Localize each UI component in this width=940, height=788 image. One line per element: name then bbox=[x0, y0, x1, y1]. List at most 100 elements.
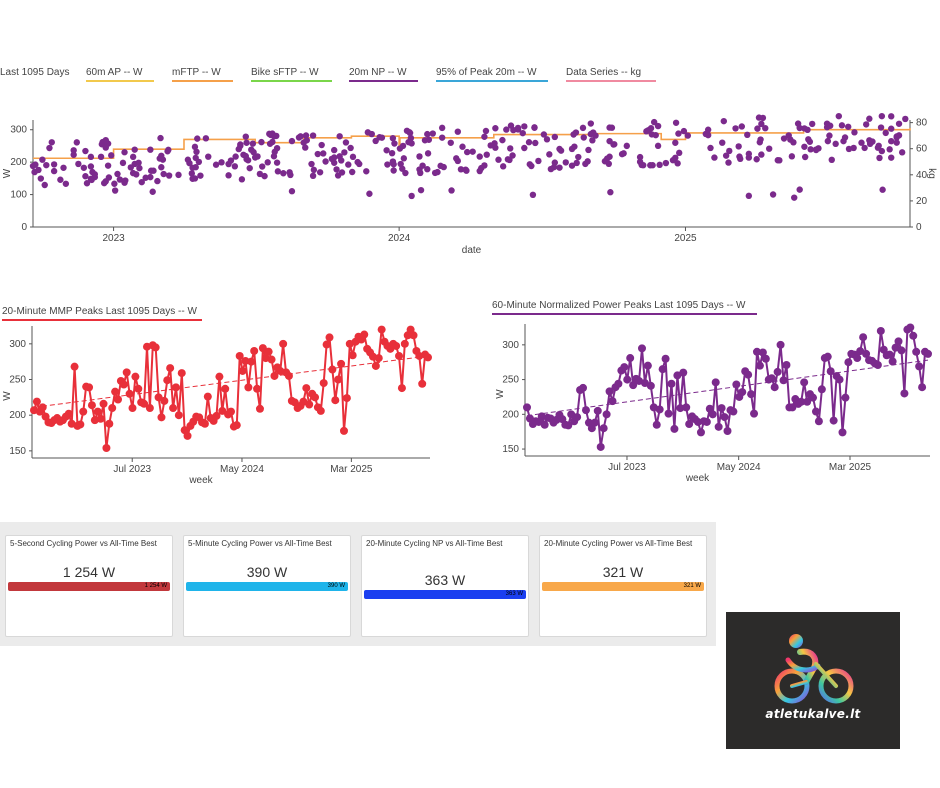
np-point bbox=[551, 133, 559, 141]
legend-label: 60m AP -- W bbox=[86, 67, 143, 78]
y-tick-label: 300 bbox=[10, 125, 27, 136]
np-point bbox=[888, 125, 895, 132]
data-point bbox=[93, 407, 102, 416]
data-point bbox=[711, 378, 720, 387]
np-point bbox=[672, 119, 680, 126]
np-point bbox=[397, 160, 404, 168]
data-point bbox=[374, 354, 383, 363]
np-point bbox=[270, 153, 278, 160]
tile-20m-power[interactable]: 20-Minute Cycling Power vs All-Time Best… bbox=[539, 535, 707, 637]
tile-5m-power[interactable]: 5-Minute Cycling Power vs All-Time Best … bbox=[183, 535, 351, 637]
y2-tick-label: 80 bbox=[916, 118, 928, 129]
np-point bbox=[774, 157, 781, 164]
np-point bbox=[604, 155, 611, 162]
y-axis-label: W bbox=[2, 391, 13, 401]
np-point bbox=[390, 167, 397, 174]
np-point bbox=[503, 126, 510, 133]
data-point bbox=[817, 385, 826, 394]
np-point bbox=[589, 137, 596, 144]
data-point bbox=[599, 424, 608, 433]
np-point bbox=[87, 163, 95, 170]
np-point bbox=[895, 120, 903, 127]
np-point bbox=[333, 166, 340, 173]
tile-value: 390 W bbox=[246, 564, 288, 580]
data-point bbox=[608, 397, 617, 406]
data-point bbox=[339, 426, 348, 435]
np-chart-title: 60-Minute Normalized Power Peaks Last 10… bbox=[492, 300, 757, 315]
np-point bbox=[70, 147, 77, 154]
np-point bbox=[504, 156, 512, 163]
data-point bbox=[876, 326, 885, 335]
data-point bbox=[732, 380, 741, 389]
np-point bbox=[754, 125, 761, 132]
data-point bbox=[773, 367, 782, 376]
np-point bbox=[879, 186, 886, 193]
np-point bbox=[111, 187, 119, 194]
np-point bbox=[519, 129, 526, 137]
np-point bbox=[547, 165, 555, 173]
data-point bbox=[200, 419, 209, 428]
data-point bbox=[400, 339, 409, 348]
data-point bbox=[873, 360, 882, 369]
data-point bbox=[714, 422, 723, 431]
np-point bbox=[89, 168, 96, 176]
np-point bbox=[878, 147, 886, 155]
np-point bbox=[142, 174, 149, 181]
legend-item[interactable]: Data Series -- kg bbox=[566, 67, 656, 83]
data-point bbox=[397, 384, 406, 393]
np-point bbox=[556, 164, 563, 171]
np-point bbox=[407, 134, 415, 142]
np-point bbox=[249, 140, 257, 147]
np-point bbox=[366, 190, 373, 197]
data-point bbox=[96, 414, 105, 423]
np-point bbox=[399, 142, 407, 150]
legend-item[interactable]: mFTP -- W bbox=[172, 67, 233, 83]
np-point bbox=[73, 139, 81, 146]
tile-20m-np[interactable]: 20-Minute Cycling NP vs All-Time Best 36… bbox=[361, 535, 529, 637]
np-point bbox=[882, 129, 889, 137]
y-tick-label: 250 bbox=[9, 375, 26, 386]
np-point bbox=[794, 120, 802, 127]
np-point bbox=[457, 166, 465, 173]
data-point bbox=[227, 407, 235, 416]
np-point bbox=[469, 148, 476, 155]
tile-value: 1 254 W bbox=[62, 564, 116, 580]
legend-item[interactable]: 20m NP -- W bbox=[349, 67, 418, 83]
data-point bbox=[776, 340, 785, 349]
np-point bbox=[147, 167, 155, 174]
np-point bbox=[175, 171, 182, 179]
np-point bbox=[841, 134, 849, 141]
np-point bbox=[796, 186, 803, 193]
data-point bbox=[418, 379, 427, 388]
np-point bbox=[60, 164, 67, 171]
data-point bbox=[605, 387, 614, 396]
data-point bbox=[328, 365, 337, 374]
data-point bbox=[620, 363, 629, 372]
np-point bbox=[70, 151, 77, 158]
np-point bbox=[525, 139, 533, 146]
np-point bbox=[88, 176, 95, 184]
np-point bbox=[402, 169, 409, 177]
np-point bbox=[826, 132, 833, 139]
data-point bbox=[171, 383, 180, 392]
tile-title: 20-Minute Cycling Power vs All-Time Best bbox=[544, 539, 693, 548]
legend-item[interactable]: 60m AP -- W bbox=[86, 67, 154, 83]
data-point bbox=[319, 379, 328, 388]
y-axis-label: W bbox=[495, 389, 506, 399]
np-point bbox=[753, 156, 760, 163]
np-point bbox=[242, 133, 249, 140]
np-point bbox=[434, 168, 441, 176]
np-point bbox=[532, 139, 539, 147]
np-point bbox=[300, 139, 307, 146]
data-point bbox=[809, 393, 818, 402]
legend-item[interactable]: 95% of Peak 20m -- W bbox=[436, 67, 548, 83]
np-point bbox=[447, 139, 454, 146]
np-point bbox=[225, 172, 232, 179]
data-point bbox=[661, 354, 670, 363]
legend-item[interactable]: Bike sFTP -- W bbox=[251, 67, 332, 83]
np-point bbox=[858, 139, 865, 146]
np-point bbox=[37, 175, 45, 182]
tile-5s-power[interactable]: 5-Second Cycling Power vs All-Time Best … bbox=[5, 535, 173, 637]
np-point bbox=[623, 142, 630, 150]
data-point bbox=[348, 351, 357, 360]
